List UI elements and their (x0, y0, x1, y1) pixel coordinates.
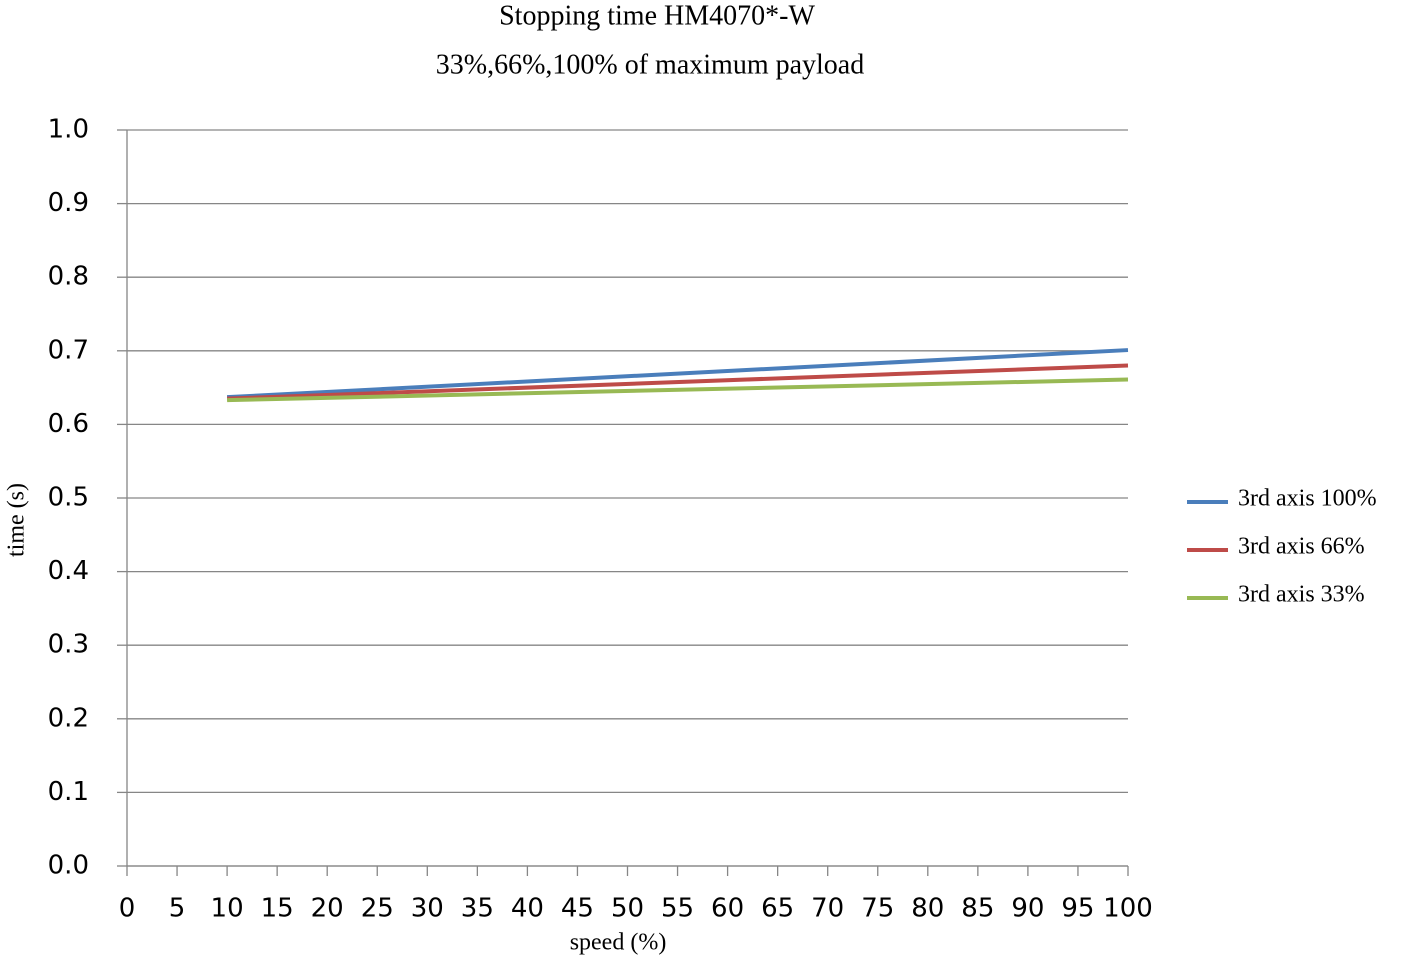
x-tick-label: 60 (711, 894, 744, 924)
x-tick-label: 5 (169, 894, 186, 924)
y-tick-label: 0.7 (48, 335, 89, 365)
y-tick-label: 0.5 (48, 483, 89, 513)
y-tick-label: 0.9 (48, 188, 89, 218)
x-tick-label: 15 (261, 894, 294, 924)
x-tick-label: 65 (761, 894, 794, 924)
legend-label: 3rd axis 33% (1238, 582, 1365, 608)
y-axis-label: time (s) (4, 483, 30, 557)
x-tick-label: 10 (211, 894, 244, 924)
y-tick-label: 0.0 (48, 851, 89, 881)
y-tick-label: 0.1 (48, 777, 89, 807)
y-tick-label: 0.2 (48, 703, 89, 733)
legend-label: 3rd axis 100% (1238, 486, 1377, 512)
x-tick-label: 0 (119, 894, 136, 924)
x-axis-label: speed (%) (570, 930, 667, 956)
x-tick-label: 85 (961, 894, 994, 924)
x-tick-label: 90 (1011, 894, 1044, 924)
y-tick-label: 0.4 (48, 556, 89, 586)
x-tick-label: 35 (461, 894, 494, 924)
x-tick-label: 100 (1103, 894, 1153, 924)
series-line (227, 363, 1129, 401)
x-tick-label: 50 (611, 894, 644, 924)
x-tick-label: 45 (561, 894, 594, 924)
x-tick-label: 20 (311, 894, 344, 924)
x-tick-label: 75 (861, 894, 894, 924)
x-tick-label: 95 (1061, 894, 1094, 924)
series-line (227, 377, 1129, 403)
x-tick-label: 55 (661, 894, 694, 924)
chart-title: Stopping time HM4070*-W (499, 0, 815, 31)
x-tick-label: 70 (811, 894, 844, 924)
chart-subtitle: 33%,66%,100% of maximum payload (436, 49, 864, 80)
x-tick-label: 25 (361, 894, 394, 924)
x-tick-label: 30 (411, 894, 444, 924)
series-line (226, 348, 1129, 400)
y-tick-label: 0.8 (48, 262, 89, 292)
legend-label: 3rd axis 66% (1238, 534, 1365, 560)
y-tick-label: 1.0 (48, 115, 89, 145)
y-tick-label: 0.6 (48, 409, 89, 439)
y-tick-label: 0.3 (48, 630, 89, 660)
x-tick-label: 40 (511, 894, 544, 924)
x-tick-label: 80 (911, 894, 944, 924)
